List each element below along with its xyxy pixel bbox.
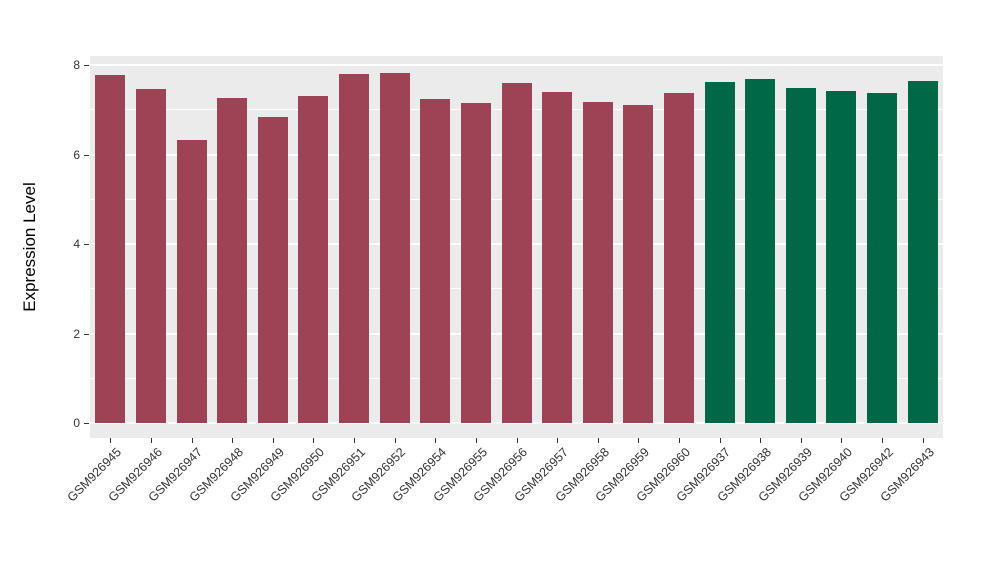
x-axis-tick [272, 438, 274, 443]
x-axis-tick [394, 438, 396, 443]
bar [460, 103, 491, 423]
y-axis-tick [84, 244, 89, 245]
x-axis-tick [475, 438, 477, 443]
y-axis-tick-label: 8 [73, 58, 80, 72]
y-axis-tick-label: 2 [73, 326, 80, 341]
x-axis-tick [678, 438, 680, 443]
bar [135, 89, 166, 423]
x-axis-tick [922, 438, 924, 443]
x-axis-tick [597, 438, 599, 443]
bar [663, 93, 694, 423]
y-axis-tick-label: 4 [73, 237, 80, 251]
x-axis-tick [354, 438, 356, 443]
bar [704, 82, 735, 423]
x-axis-tick [516, 438, 518, 443]
y-axis-title: Expression Level [20, 182, 39, 312]
x-axis-tick [882, 438, 884, 443]
bar [379, 73, 410, 423]
y-axis-tick [84, 154, 89, 156]
y-axis-tick [84, 423, 89, 424]
bar [501, 82, 532, 423]
x-axis-tick [110, 438, 112, 443]
x-axis-tick [557, 438, 559, 443]
x-axis-tick [841, 438, 843, 443]
x-axis-tick [719, 438, 721, 443]
x-axis-tick [435, 438, 437, 443]
bar [257, 116, 288, 423]
gridline-major [90, 64, 943, 66]
gridline-major [90, 422, 943, 424]
bar [420, 99, 451, 423]
bar [623, 104, 654, 423]
bar [867, 93, 898, 423]
x-axis-tick [232, 438, 234, 443]
bar [582, 102, 613, 423]
bar [826, 90, 857, 423]
x-axis-tick [191, 438, 193, 443]
y-axis-tick [84, 333, 89, 335]
bar [298, 95, 329, 423]
x-axis-tick [800, 438, 802, 443]
bar [542, 91, 573, 423]
plot-panel [90, 56, 943, 438]
bar [95, 74, 126, 423]
x-axis-tick [760, 438, 762, 443]
x-axis-tick [313, 438, 315, 443]
x-axis-tick [150, 438, 152, 443]
bar [745, 78, 776, 423]
y-axis-tick [84, 65, 89, 66]
x-axis-tick [638, 438, 640, 443]
bar [339, 73, 370, 423]
y-axis-tick-label: 0 [73, 416, 80, 430]
bar [217, 98, 248, 423]
bar [176, 140, 207, 423]
bar [907, 81, 938, 423]
bar [785, 87, 816, 423]
y-axis-tick-label: 6 [73, 147, 80, 162]
